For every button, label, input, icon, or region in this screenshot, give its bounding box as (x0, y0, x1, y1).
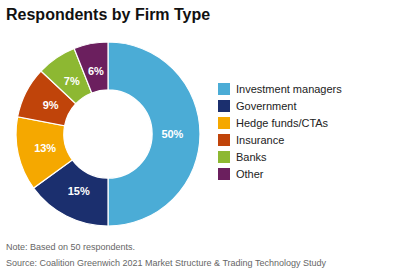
data-label: 13% (34, 142, 56, 154)
legend-label: Hedge funds/CTAs (236, 117, 329, 129)
title: Respondents by Firm Type (6, 6, 210, 23)
data-labels: 50% 15% 13% 9% 7% 6% (34, 65, 183, 198)
legend-label: Banks (236, 151, 267, 163)
legend: Investment managers Government Hedge funds… (218, 83, 342, 180)
data-label: 9% (43, 99, 59, 111)
chart: Respondents by Firm Type 50% 15% 13% 9% 7% 6% I… (0, 0, 415, 276)
slice (108, 42, 200, 226)
legend-item: Banks (218, 151, 267, 163)
legend-swatch (218, 83, 230, 95)
legend-label: Investment managers (236, 83, 342, 95)
legend-item: Other (218, 168, 264, 180)
annotation: Source: Coalition Greenwich 2021 Market … (6, 258, 327, 268)
legend-item: Hedge funds/CTAs (218, 117, 329, 129)
donut (16, 42, 200, 226)
data-label: 7% (64, 75, 80, 87)
data-label: 6% (88, 65, 104, 77)
legend-swatch (218, 100, 230, 112)
slice (16, 117, 72, 188)
data-label: 15% (68, 185, 90, 197)
legend-item: Government (218, 100, 297, 112)
annotation: Note: Based on 50 respondents. (6, 242, 135, 252)
legend-swatch (218, 117, 230, 129)
legend-label: Government (236, 100, 297, 112)
data-label: 50% (161, 128, 183, 140)
legend-swatch (218, 134, 230, 146)
legend-swatch (218, 151, 230, 163)
legend-swatch (218, 168, 230, 180)
legend-item: Investment managers (218, 83, 342, 95)
legend-label: Insurance (236, 134, 284, 146)
legend-label: Other (236, 168, 264, 180)
legend-item: Insurance (218, 134, 284, 146)
